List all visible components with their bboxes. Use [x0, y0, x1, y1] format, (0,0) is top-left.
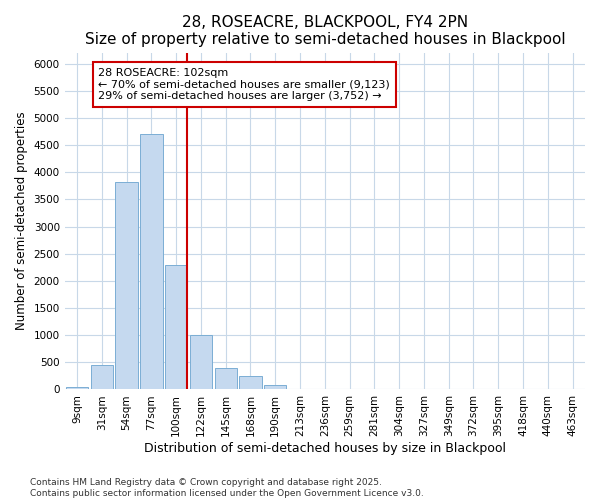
- Bar: [215, 368, 237, 390]
- Y-axis label: Number of semi-detached properties: Number of semi-detached properties: [15, 112, 28, 330]
- Bar: [239, 376, 262, 390]
- Bar: [115, 182, 138, 390]
- Text: Contains HM Land Registry data © Crown copyright and database right 2025.
Contai: Contains HM Land Registry data © Crown c…: [30, 478, 424, 498]
- Bar: [91, 365, 113, 390]
- Title: 28, ROSEACRE, BLACKPOOL, FY4 2PN
Size of property relative to semi-detached hous: 28, ROSEACRE, BLACKPOOL, FY4 2PN Size of…: [85, 15, 565, 48]
- Bar: [140, 134, 163, 390]
- Bar: [190, 335, 212, 390]
- X-axis label: Distribution of semi-detached houses by size in Blackpool: Distribution of semi-detached houses by …: [144, 442, 506, 455]
- Text: 28 ROSEACRE: 102sqm
← 70% of semi-detached houses are smaller (9,123)
29% of sem: 28 ROSEACRE: 102sqm ← 70% of semi-detach…: [98, 68, 390, 101]
- Bar: [264, 386, 286, 390]
- Bar: [66, 386, 88, 390]
- Bar: [165, 264, 187, 390]
